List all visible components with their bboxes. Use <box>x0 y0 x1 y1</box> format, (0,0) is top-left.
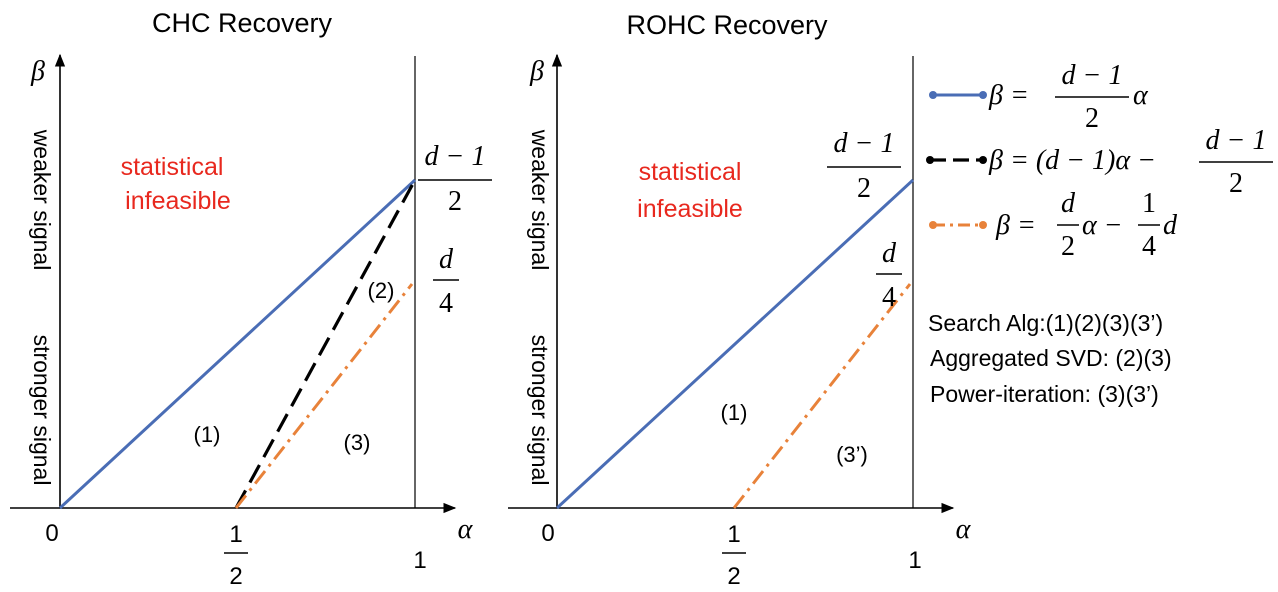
svg-text:2: 2 <box>1085 103 1099 134</box>
rohc-alpha-symbol: α <box>956 514 972 545</box>
svg-text:β =: β = <box>988 80 1029 111</box>
svg-text:d: d <box>1061 188 1076 219</box>
legend-black-entry: β = (d − 1)α − d − 1 2 <box>926 125 1273 199</box>
legend: β = d − 1 2 α β = (d − 1)α − d − 1 2 β =… <box>926 60 1273 262</box>
svg-text:d − 1: d − 1 <box>1206 125 1267 156</box>
svg-text:d − 1: d − 1 <box>834 128 895 159</box>
chc-region-3: (3) <box>344 430 371 455</box>
svg-text:2: 2 <box>229 563 242 590</box>
rohc-top-level-fraction: d − 1 2 <box>827 128 901 204</box>
summary-power-iteration: Power-iteration: (3)(3’) <box>930 381 1159 407</box>
svg-text:2: 2 <box>1061 231 1075 262</box>
svg-text:d − 1: d − 1 <box>425 141 486 172</box>
rohc-d4-fraction: d 4 <box>876 238 902 313</box>
chc-one-label: 1 <box>413 547 426 574</box>
svg-text:4: 4 <box>882 282 896 313</box>
summary-search-alg: Search Alg:(1)(2)(3)(3’) <box>928 310 1163 336</box>
svg-text:d − 1: d − 1 <box>1062 60 1123 91</box>
svg-text:1: 1 <box>1142 188 1156 219</box>
chc-alpha-symbol: α <box>458 514 474 545</box>
svg-text:β =: β = <box>995 210 1036 241</box>
svg-text:β = (d − 1)α −: β = (d − 1)α − <box>988 145 1156 176</box>
svg-text:2: 2 <box>857 173 871 204</box>
chc-infeasible-line2: infeasible <box>125 187 231 215</box>
svg-text:d: d <box>882 238 897 269</box>
chc-black-dashed-line <box>234 179 417 509</box>
svg-text:2: 2 <box>1229 168 1243 199</box>
svg-text:α −: α − <box>1082 210 1123 241</box>
chc-stronger-signal-label: stronger signal <box>29 335 55 486</box>
svg-text:d: d <box>1163 210 1178 241</box>
chc-blue-line <box>58 178 417 510</box>
summary-aggregated-svd: Aggregated SVD: (2)(3) <box>930 345 1172 371</box>
chc-weaker-signal-label: weaker signal <box>29 129 55 271</box>
chc-region-1: (1) <box>194 422 221 447</box>
chc-beta-symbol: β <box>30 56 45 87</box>
algorithm-summary: Search Alg:(1)(2)(3)(3’) Aggregated SVD:… <box>928 310 1172 407</box>
rohc-stronger-signal-label: stronger signal <box>527 335 553 486</box>
legend-blue-entry: β = d − 1 2 α <box>929 60 1149 134</box>
chc-panel: CHC Recovery β α 0 1 1 2 weaker signal s… <box>10 8 492 590</box>
svg-text:d: d <box>439 244 454 275</box>
svg-text:2: 2 <box>448 186 462 217</box>
svg-text:4: 4 <box>1142 231 1156 262</box>
chc-orange-dashdot-line <box>234 283 414 509</box>
rohc-beta-symbol: β <box>529 56 544 87</box>
rohc-orange-dashdot-line <box>732 283 912 509</box>
chc-title: CHC Recovery <box>152 8 333 38</box>
rohc-infeasible-line1: statistical <box>639 158 742 186</box>
svg-text:2: 2 <box>727 563 740 590</box>
chc-d4-fraction: d 4 <box>433 244 459 319</box>
rohc-region-1: (1) <box>721 400 748 425</box>
rohc-title: ROHC Recovery <box>626 10 828 40</box>
chc-infeasible-line1: statistical <box>121 153 224 181</box>
svg-text:α: α <box>1133 80 1149 111</box>
chc-origin-label: 0 <box>45 520 58 547</box>
rohc-region-3prime: (3’) <box>836 442 868 467</box>
svg-text:1: 1 <box>727 521 740 548</box>
rohc-weaker-signal-label: weaker signal <box>527 129 553 271</box>
rohc-blue-line <box>555 178 915 510</box>
rohc-half-fraction: 1 2 <box>722 521 746 590</box>
svg-text:4: 4 <box>439 288 453 319</box>
legend-orange-entry: β = d 2 α − 1 4 d <box>929 188 1178 262</box>
svg-text:1: 1 <box>229 521 242 548</box>
rohc-origin-label: 0 <box>541 520 554 547</box>
chc-top-level-fraction: d − 1 2 <box>418 141 492 217</box>
rohc-panel: ROHC Recovery β α 0 1 1 2 weaker signal … <box>508 10 972 590</box>
rohc-infeasible-line2: infeasible <box>637 195 743 223</box>
chc-half-fraction: 1 2 <box>224 521 248 590</box>
chc-region-2: (2) <box>368 278 395 303</box>
rohc-one-label: 1 <box>908 547 921 574</box>
